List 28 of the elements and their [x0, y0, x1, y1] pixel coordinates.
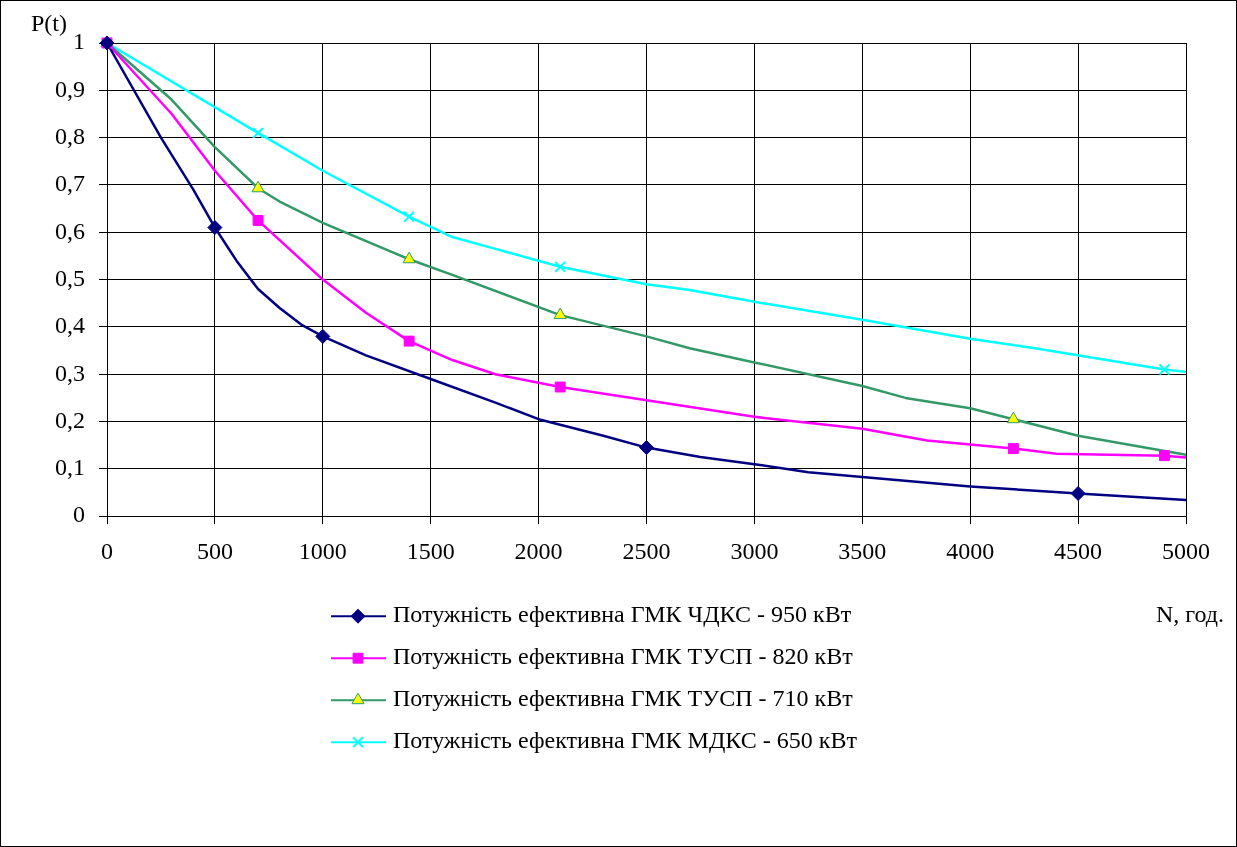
x-tick-label: 4500	[1054, 537, 1103, 564]
y-tick-label: 0,1	[55, 454, 85, 481]
x-tick-label: 5000	[1162, 537, 1210, 564]
y-tick-label: 0,3	[55, 359, 85, 386]
y-tick-label: 0	[73, 501, 85, 528]
x-tick-label: 2500	[622, 537, 671, 564]
x-axis-title: N, год.	[1155, 601, 1224, 628]
y-tick-label: 0,7	[55, 170, 85, 197]
y-tick-label: 0,4	[55, 312, 85, 339]
legend-label: Потужність ефективна ГМК ТУСП - 820 кВт	[393, 643, 854, 670]
x-tick-label: 3000	[730, 537, 779, 564]
x-tick-label: 4000	[946, 537, 995, 564]
y-tick-label: 0,9	[55, 75, 85, 102]
y-axis-title: P(t)	[31, 10, 67, 37]
x-tick-label: 0	[101, 537, 113, 564]
legend-label: Потужність ефективна ГМК МДКС - 650 кВт	[393, 727, 858, 754]
x-tick-label: 1500	[406, 537, 455, 564]
y-tick-label: 0,5	[55, 264, 85, 291]
y-tick-label: 0,6	[55, 217, 85, 244]
y-tick-label: 0,8	[55, 122, 85, 149]
x-tick-label: 1000	[298, 537, 347, 564]
y-tick-label: 0,2	[55, 406, 85, 433]
x-tick-label: 3500	[838, 537, 887, 564]
legend-label: Потужність ефективна ГМК ЧДКС - 950 кВт	[393, 601, 852, 628]
x-tick-label: 2000	[514, 537, 563, 564]
legend-label: Потужність ефективна ГМК ТУСП - 710 кВт	[393, 685, 854, 712]
y-tick-label: 1	[73, 28, 85, 55]
x-tick-label: 500	[196, 537, 233, 564]
